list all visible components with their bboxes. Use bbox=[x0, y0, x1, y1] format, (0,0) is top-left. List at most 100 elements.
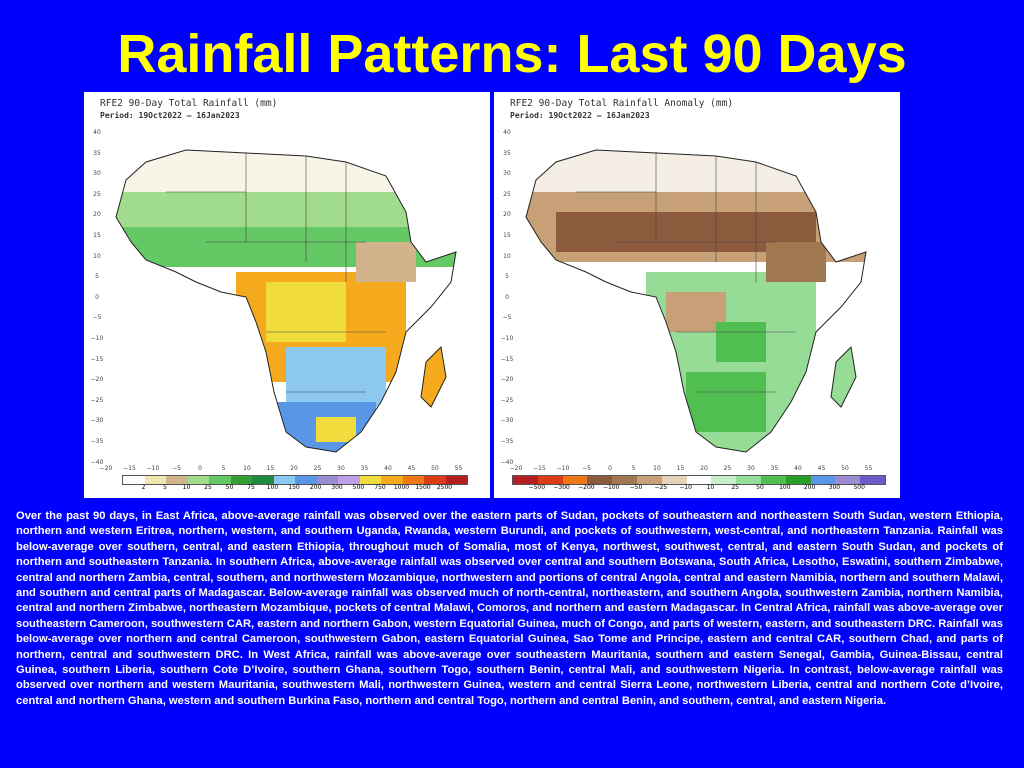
x-tick-label: 45 bbox=[407, 465, 416, 472]
colorbar-swatch bbox=[860, 476, 885, 484]
y-tick-label: 35 bbox=[93, 149, 101, 157]
colorbar-swatch bbox=[785, 476, 811, 484]
y-tick-label: 10 bbox=[503, 252, 511, 260]
y-tick-label: −15 bbox=[90, 355, 104, 363]
colorbar-label: −50 bbox=[629, 484, 643, 491]
colorbar-swatch bbox=[252, 476, 274, 484]
colorbar-label: −25 bbox=[654, 484, 668, 491]
x-tick-label: −15 bbox=[533, 465, 546, 472]
colorbar-label: 500 bbox=[853, 484, 865, 491]
x-tick-label: 55 bbox=[864, 465, 873, 472]
map-title: RFE2 90-Day Total Rainfall Anomaly (mm) bbox=[510, 98, 734, 109]
y-tick-label: −25 bbox=[500, 396, 514, 404]
colorbar-label: 50 bbox=[225, 484, 234, 491]
y-tick-label: −5 bbox=[502, 314, 512, 322]
x-tick-label: 35 bbox=[360, 465, 369, 472]
colorbar-swatch bbox=[537, 476, 563, 484]
y-tick-label: 20 bbox=[503, 211, 511, 219]
anomaly-colorbar bbox=[512, 475, 886, 485]
x-tick-label: −5 bbox=[582, 465, 591, 472]
colorbar-swatch bbox=[359, 476, 381, 484]
rainfall-anomaly-map bbox=[516, 132, 876, 462]
x-tick-label: −5 bbox=[172, 465, 181, 472]
colorbar-swatch bbox=[166, 476, 188, 484]
x-tick-label: −10 bbox=[146, 465, 160, 472]
colorbar-swatch bbox=[144, 476, 166, 484]
colorbar-label: −200 bbox=[578, 484, 595, 491]
y-tick-label: 15 bbox=[93, 232, 101, 239]
x-tick-label: 30 bbox=[747, 465, 755, 472]
colorbar-swatch bbox=[562, 476, 588, 484]
colorbar-label: 2500 bbox=[436, 484, 453, 491]
colorbar-label: 25 bbox=[204, 484, 212, 491]
colorbar-swatch bbox=[661, 476, 687, 484]
y-tick-label: 5 bbox=[505, 273, 509, 281]
x-tick-label: 40 bbox=[794, 465, 802, 472]
summary-paragraph: Over the past 90 days, in East Africa, a… bbox=[16, 510, 1003, 707]
x-tick-label: 25 bbox=[723, 465, 732, 472]
colorbar-swatch bbox=[711, 476, 737, 484]
y-tick-label: 30 bbox=[93, 170, 101, 178]
colorbar-swatch bbox=[686, 476, 712, 484]
y-tick-label: 40 bbox=[93, 129, 101, 136]
total-rainfall-map bbox=[106, 132, 466, 462]
y-tick-label: −25 bbox=[90, 396, 104, 404]
colorbar-swatch bbox=[187, 476, 209, 484]
colorbar-swatch bbox=[835, 476, 861, 484]
x-tick-label: 50 bbox=[431, 465, 439, 472]
colorbar-swatch bbox=[424, 476, 446, 484]
colorbar-label: 5 bbox=[163, 484, 167, 491]
x-tick-label: 15 bbox=[266, 465, 275, 472]
y-tick-label: −40 bbox=[500, 458, 514, 466]
colorbar-label: −500 bbox=[528, 484, 546, 491]
y-tick-label: 15 bbox=[503, 232, 511, 239]
y-tick-label: −30 bbox=[500, 417, 514, 425]
colorbar-label: 1000 bbox=[393, 484, 410, 491]
colorbar-label: 50 bbox=[756, 484, 764, 491]
y-tick-label: 0 bbox=[505, 293, 509, 301]
x-tick-label: 0 bbox=[198, 465, 202, 472]
colorbar-swatch bbox=[513, 476, 538, 484]
colorbar-label: 100 bbox=[779, 484, 791, 491]
x-tick-label: 10 bbox=[653, 465, 661, 472]
y-tick-label: −5 bbox=[92, 314, 102, 322]
y-tick-label: 35 bbox=[503, 149, 511, 157]
colorbar-label: 500 bbox=[352, 484, 365, 491]
y-tick-label: −10 bbox=[90, 335, 104, 342]
x-tick-label: −20 bbox=[509, 465, 523, 472]
x-tick-label: −10 bbox=[556, 465, 570, 472]
slide-title: Rainfall Patterns: Last 90 Days bbox=[117, 24, 907, 84]
y-tick-label: 20 bbox=[93, 211, 101, 219]
colorbar-swatch bbox=[316, 476, 338, 484]
colorbar-label: 10 bbox=[182, 484, 191, 491]
colorbar-label: 10 bbox=[706, 484, 715, 491]
colorbar-swatch bbox=[381, 476, 403, 484]
colorbar-swatch bbox=[587, 476, 613, 484]
colorbar-label: 150 bbox=[288, 484, 300, 491]
y-tick-label: −35 bbox=[500, 438, 514, 445]
colorbar-swatch bbox=[273, 476, 295, 484]
colorbar-label: 750 bbox=[374, 484, 386, 491]
colorbar-swatch bbox=[636, 476, 662, 484]
x-tick-label: 35 bbox=[770, 465, 779, 472]
y-tick-label: −20 bbox=[90, 376, 104, 384]
y-tick-label: 5 bbox=[95, 273, 99, 281]
x-tick-label: 20 bbox=[290, 465, 298, 472]
colorbar-swatch bbox=[338, 476, 360, 484]
colorbar-label: 2 bbox=[141, 484, 146, 491]
colorbar-label: 300 bbox=[828, 484, 841, 491]
colorbar-swatch bbox=[295, 476, 317, 484]
x-tick-label: 30 bbox=[337, 465, 345, 472]
y-tick-label: 10 bbox=[93, 252, 101, 260]
x-tick-label: 10 bbox=[243, 465, 251, 472]
colorbar-label: 200 bbox=[803, 484, 816, 491]
colorbar-label: −10 bbox=[679, 484, 692, 491]
colorbar-swatch bbox=[209, 476, 231, 484]
colorbar-label: 100 bbox=[266, 484, 279, 491]
map-period: Period: 19Oct2022 – 16Jan2023 bbox=[100, 111, 240, 120]
y-tick-label: 30 bbox=[503, 170, 511, 178]
y-tick-label: −15 bbox=[500, 355, 514, 363]
y-tick-label: −10 bbox=[500, 335, 514, 342]
x-tick-label: −20 bbox=[99, 465, 113, 472]
total-rainfall-colorbar bbox=[122, 475, 468, 485]
